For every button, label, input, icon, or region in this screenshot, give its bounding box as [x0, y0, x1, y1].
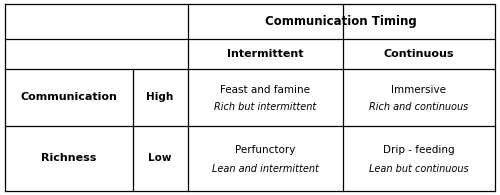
- Text: Rich but intermittent: Rich but intermittent: [214, 102, 316, 112]
- Text: Feast and famine: Feast and famine: [220, 85, 310, 95]
- Text: High: High: [146, 92, 174, 103]
- Text: Communication Timing: Communication Timing: [266, 15, 417, 28]
- Text: Drip - feeding: Drip - feeding: [383, 145, 454, 155]
- Text: Continuous: Continuous: [384, 49, 454, 59]
- Text: Lean but continuous: Lean but continuous: [369, 164, 468, 174]
- Text: Communication: Communication: [20, 92, 117, 103]
- Text: Richness: Richness: [41, 153, 96, 163]
- Text: Immersive: Immersive: [391, 85, 446, 95]
- Text: Perfunctory: Perfunctory: [235, 145, 295, 155]
- Text: Intermittent: Intermittent: [227, 49, 303, 59]
- Text: Lean and intermittent: Lean and intermittent: [212, 164, 318, 174]
- Text: Low: Low: [148, 153, 172, 163]
- Text: Rich and continuous: Rich and continuous: [369, 102, 468, 112]
